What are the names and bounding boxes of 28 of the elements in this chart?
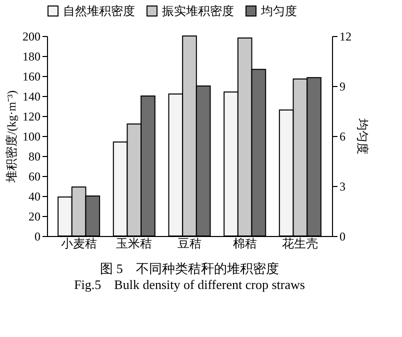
y-tick-label: 60 — [28, 170, 40, 184]
y2-tick-label: 0 — [340, 230, 346, 244]
x-tick-label: 豆秸 — [178, 236, 202, 250]
text: 图 5 不同种类秸秆的堆积密度 — [100, 261, 279, 276]
y-tick-label: 160 — [22, 70, 40, 84]
y2-axis-title: 均匀度 — [356, 118, 370, 154]
y-tick-label: 200 — [22, 30, 40, 44]
y2-tick-label: 12 — [340, 30, 352, 44]
y-tick-label: 0 — [34, 230, 40, 244]
x-tick-label: 花生壳 — [282, 236, 318, 250]
y-tick-label: 120 — [22, 110, 40, 124]
legend-label: 均匀度 — [260, 4, 297, 18]
text: Fig.5 Bulk density of different crop straws — [74, 277, 305, 292]
legend-label: 振实堆积密度 — [162, 4, 234, 18]
y2-tick-label: 3 — [340, 180, 346, 194]
y2-tick-label: 6 — [340, 130, 346, 144]
y-tick-label: 100 — [22, 130, 40, 144]
y-axis-title: 堆积密度/(kg·m⁻³) — [4, 90, 18, 184]
x-tick-label: 玉米秸 — [116, 236, 152, 250]
y-tick-label: 140 — [22, 90, 40, 104]
y-tick-label: 180 — [22, 50, 40, 64]
y-tick-label: 20 — [28, 210, 40, 224]
x-tick-label: 棉秸 — [232, 236, 257, 250]
x-tick-label: 小麦秸 — [60, 236, 97, 250]
y2-tick-label: 9 — [340, 80, 346, 94]
y-tick-label: 80 — [28, 150, 40, 164]
y-tick-label: 40 — [28, 190, 40, 204]
legend-label: 自然堆积密度 — [63, 4, 135, 18]
